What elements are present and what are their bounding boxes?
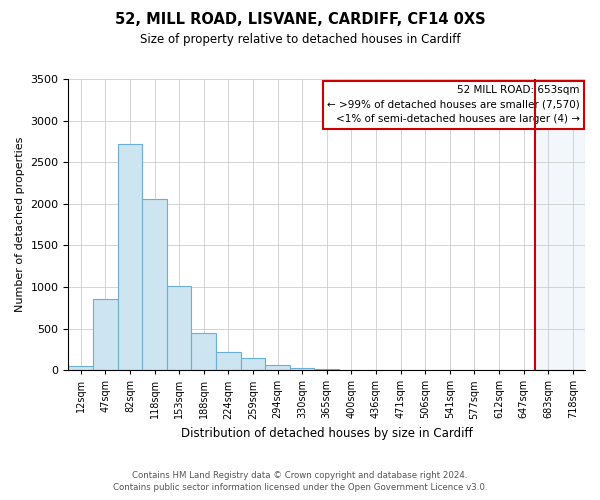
Bar bbox=[241, 358, 265, 370]
Bar bbox=[167, 286, 191, 370]
Y-axis label: Number of detached properties: Number of detached properties bbox=[15, 137, 25, 312]
Bar bbox=[265, 365, 290, 370]
Bar bbox=[93, 300, 118, 370]
Bar bbox=[216, 352, 241, 370]
Bar bbox=[535, 79, 585, 370]
Text: 52 MILL ROAD: 653sqm
← >99% of detached houses are smaller (7,570)
<1% of semi-d: 52 MILL ROAD: 653sqm ← >99% of detached … bbox=[327, 85, 580, 124]
Bar bbox=[191, 332, 216, 370]
Bar bbox=[290, 368, 314, 370]
Bar bbox=[118, 144, 142, 370]
Bar bbox=[142, 199, 167, 370]
Text: 52, MILL ROAD, LISVANE, CARDIFF, CF14 0XS: 52, MILL ROAD, LISVANE, CARDIFF, CF14 0X… bbox=[115, 12, 485, 28]
Text: Contains HM Land Registry data © Crown copyright and database right 2024.
Contai: Contains HM Land Registry data © Crown c… bbox=[113, 471, 487, 492]
X-axis label: Distribution of detached houses by size in Cardiff: Distribution of detached houses by size … bbox=[181, 427, 473, 440]
Bar bbox=[68, 366, 93, 370]
Text: Size of property relative to detached houses in Cardiff: Size of property relative to detached ho… bbox=[140, 32, 460, 46]
